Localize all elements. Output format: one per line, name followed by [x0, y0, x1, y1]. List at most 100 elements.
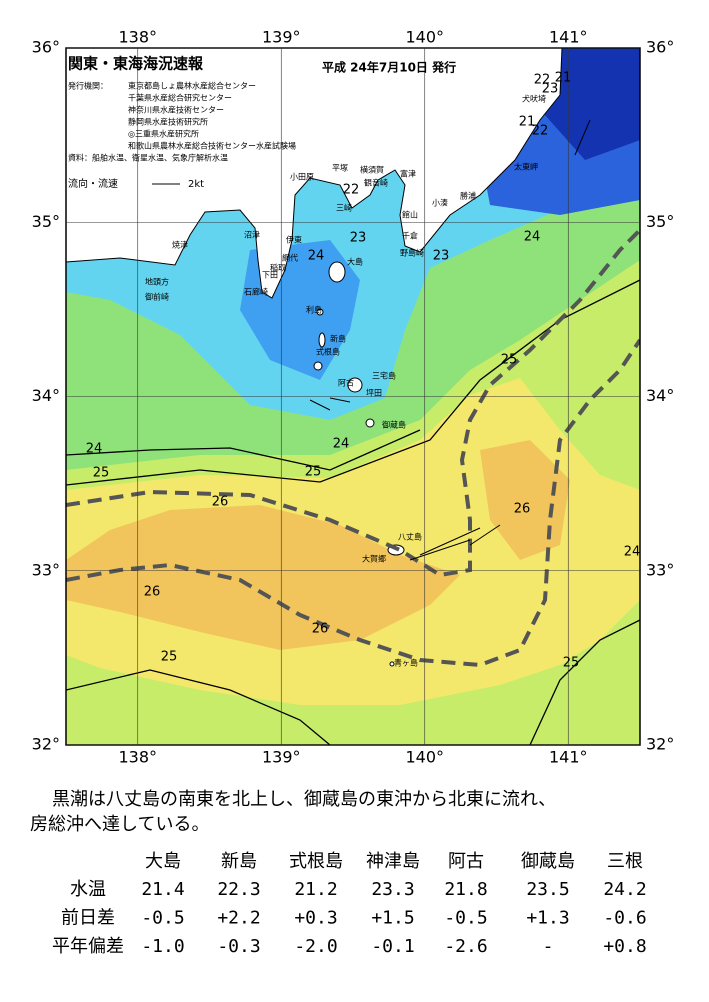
table-cell: 21.2: [294, 879, 337, 900]
y-tick-label: 32°: [32, 735, 60, 754]
island: [365, 418, 375, 428]
place-name: 式根島: [316, 347, 340, 357]
table-cell: -0.1: [371, 936, 414, 957]
isotherm-label: 23: [433, 249, 450, 264]
table-cell: 21.8: [444, 879, 487, 900]
table-cell: +0.8: [603, 936, 646, 957]
table-header: 御蔵島: [521, 851, 575, 872]
y-tick-label: 33°: [646, 560, 674, 579]
place-name: 太東岬: [514, 162, 538, 172]
x-tick-label: 141°: [549, 28, 588, 47]
isotherm: [66, 669, 331, 745]
isotherm-label: 21: [555, 71, 572, 86]
isotherm-label: 22: [343, 183, 360, 198]
table-header: 三根: [607, 851, 643, 872]
table-header: 新島: [221, 851, 257, 872]
isotherm-label: 21: [519, 115, 536, 130]
sea-orange: [66, 505, 460, 650]
isotherm-label: 25: [501, 353, 518, 368]
table-header: 阿古: [448, 851, 484, 872]
place-name: 千倉: [402, 231, 418, 241]
isotherm: [66, 429, 421, 471]
kuroshio-axis: [66, 228, 640, 578]
place-name: 観音崎: [364, 178, 388, 188]
issuer: 和歌山県農林水産総合技術センター水産試験場: [128, 141, 296, 151]
place-name: 八丈島: [398, 532, 422, 542]
title: 関東・東海海況速報: [68, 55, 204, 73]
issuers-label: 発行機関：: [68, 81, 108, 91]
isotherm-label: 26: [312, 622, 329, 637]
y-tick-label: 34°: [646, 386, 674, 405]
row-label: 平年偏差: [52, 936, 124, 957]
island: [316, 308, 324, 316]
place-name: 網代: [282, 253, 298, 263]
x-tick-label: 138°: [118, 28, 157, 47]
table-cell: -2.6: [444, 936, 487, 957]
table-cell: 23.3: [371, 879, 414, 900]
place-name: 地頭方: [145, 277, 169, 287]
kuroshio-axis: [66, 338, 640, 668]
table-cell: -: [543, 936, 554, 957]
place-name: 平塚: [332, 164, 348, 173]
map: [66, 48, 640, 745]
issuer: 神奈川県水産技術センター: [128, 105, 224, 115]
island: [328, 261, 346, 283]
island: [313, 361, 323, 371]
isotherm-label: 26: [144, 585, 161, 600]
place-name: 伊東: [286, 235, 302, 245]
flow-arrow: [419, 527, 481, 556]
table-cell: -0.5: [444, 908, 487, 929]
place-name: 小田原: [290, 173, 314, 182]
place-name: 下田: [262, 271, 278, 280]
place-name: 利島: [306, 305, 322, 315]
table-cell: 23.5: [526, 879, 569, 900]
table-cell: +1.3: [526, 908, 569, 929]
x-tick-label: 139°: [262, 748, 301, 767]
issuer: 千葉県水産総合研究センター: [128, 93, 232, 103]
table-cell: -0.3: [217, 936, 260, 957]
table-cell: +2.2: [217, 908, 260, 929]
x-tick-label: 140°: [405, 748, 444, 767]
x-tick-label: 138°: [118, 748, 157, 767]
isotherm-label: 23: [542, 82, 559, 97]
flow-arrow: [309, 399, 331, 411]
y-tick-label: 36°: [646, 38, 674, 57]
isotherm-label: 26: [514, 502, 531, 517]
legend-label: 流向・流速: [68, 177, 118, 190]
x-tick-label: 139°: [262, 28, 301, 47]
table-cell: +0.3: [294, 908, 337, 929]
y-tick-label: 36°: [32, 38, 60, 57]
summary-line: 黒潮は八丈島の南東を北上し、御蔵島の東沖から北東に流れ、: [52, 789, 556, 810]
table-header: 大島: [145, 851, 181, 872]
y-tick-label: 34°: [32, 386, 60, 405]
table-cell: -0.6: [603, 908, 646, 929]
issuer: 東京都島しょ農林水産総合センター: [128, 81, 256, 91]
isotherm-label: 25: [93, 466, 110, 481]
table-cell: -1.0: [141, 936, 184, 957]
flow-arrow: [409, 539, 471, 561]
place-name: 横須賀: [360, 165, 384, 175]
place-name: 館山: [402, 210, 418, 220]
place-name: 勝浦: [460, 191, 476, 201]
isotherm-label: 24: [333, 437, 350, 452]
place-name: 稲取: [270, 263, 286, 273]
date: 平成 24年7月10日 発行: [322, 60, 456, 75]
y-tick-label: 35°: [646, 212, 674, 231]
isotherm-label: 26: [212, 495, 229, 510]
place-name: 青ヶ島: [394, 658, 418, 668]
place-name: 御前崎: [145, 292, 169, 302]
issuer: ◎三重県水産研究所: [128, 129, 199, 139]
land: [66, 48, 563, 299]
y-tick-label: 35°: [32, 212, 60, 231]
table-cell: -0.5: [141, 908, 184, 929]
isotherm-label: 24: [624, 545, 641, 560]
place-name: 富津: [400, 169, 416, 179]
isotherm-label: 25: [563, 656, 580, 671]
flow-arrow: [574, 119, 591, 156]
source: 資料：船舶水温、衛星水温、気象庁解析水温: [68, 153, 228, 163]
place-name: 阿古: [338, 378, 354, 388]
isotherm-label: 24: [86, 442, 103, 457]
x-tick-label: 140°: [405, 28, 444, 47]
place-name: 大賀郷: [362, 554, 386, 564]
isotherm-label: 22: [534, 73, 551, 88]
